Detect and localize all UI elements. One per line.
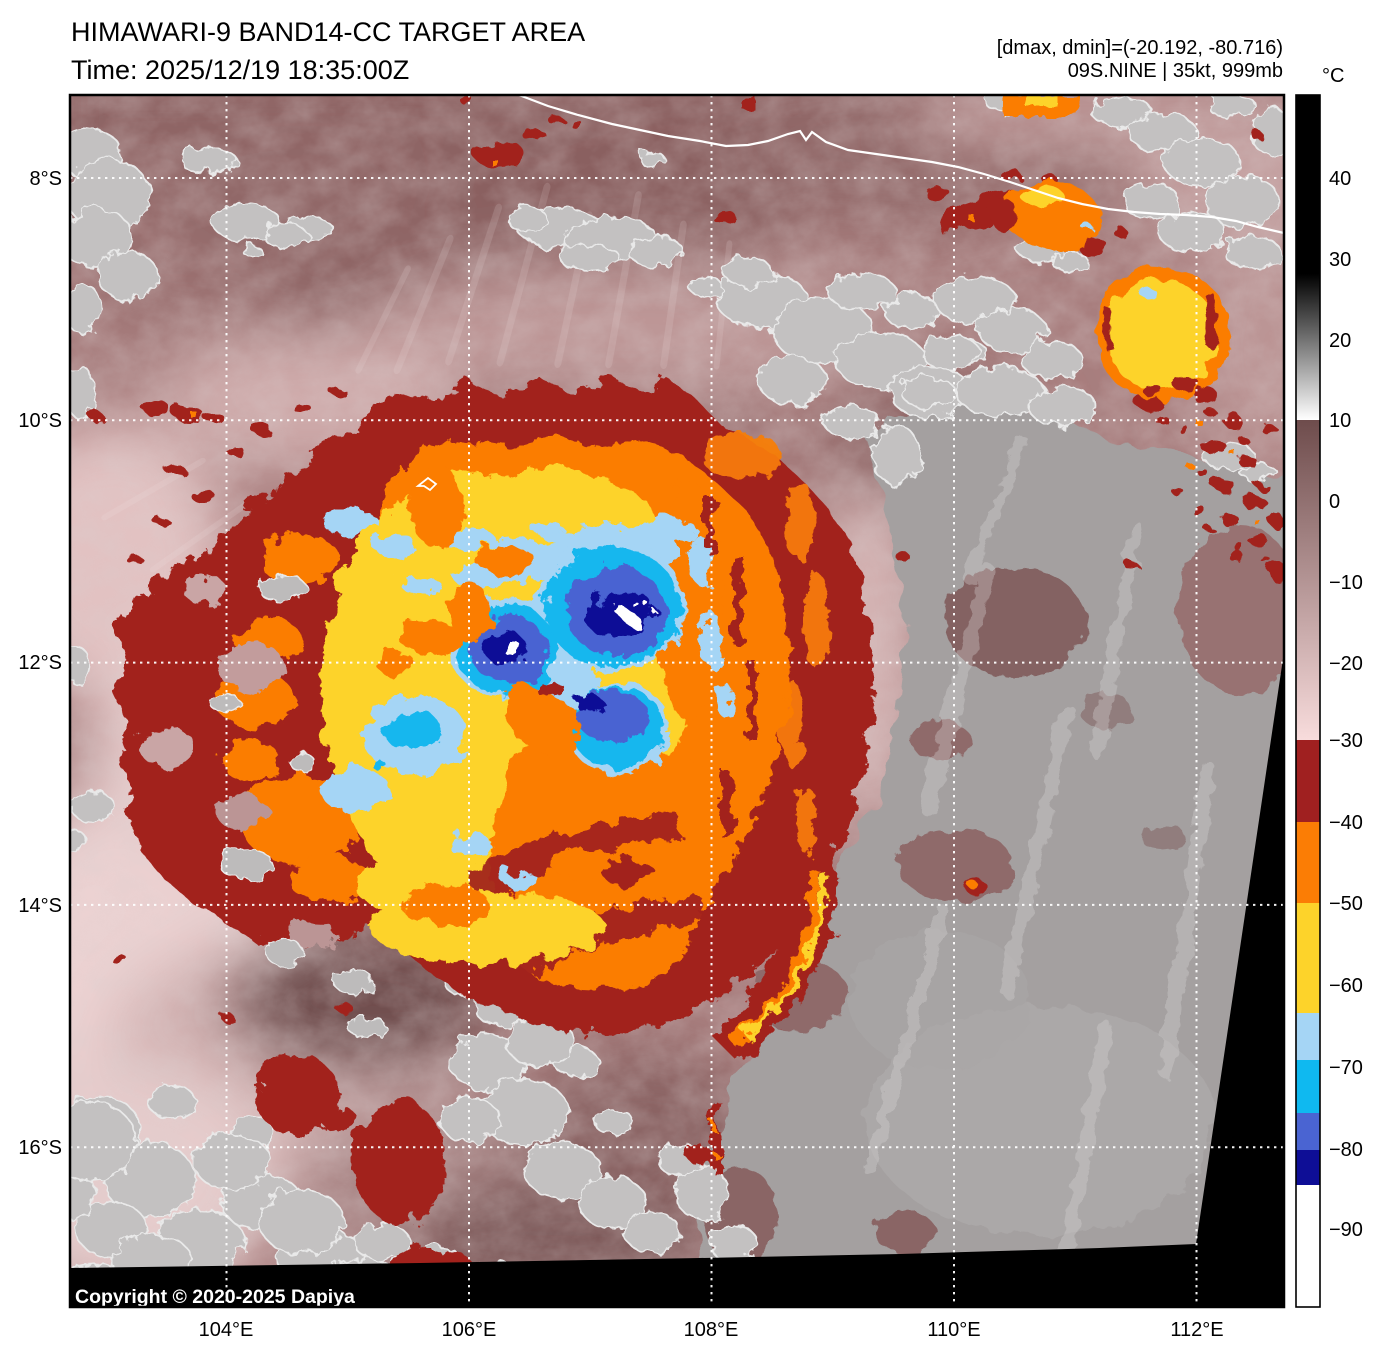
svg-text:12°S: 12°S bbox=[18, 652, 62, 674]
svg-text:−30: −30 bbox=[1329, 730, 1363, 752]
svg-text:10: 10 bbox=[1329, 410, 1351, 432]
svg-text:104°E: 104°E bbox=[199, 1319, 254, 1341]
svg-text:112°E: 112°E bbox=[1170, 1319, 1223, 1341]
svg-text:16°S: 16°S bbox=[18, 1137, 62, 1159]
svg-text:°C: °C bbox=[1322, 65, 1344, 87]
svg-text:14°S: 14°S bbox=[18, 895, 62, 917]
svg-text:−90: −90 bbox=[1329, 1219, 1363, 1241]
svg-text:−20: −20 bbox=[1329, 653, 1363, 675]
svg-text:20: 20 bbox=[1329, 330, 1351, 352]
svg-text:−50: −50 bbox=[1329, 893, 1363, 915]
svg-text:09S.NINE | 35kt, 999mb: 09S.NINE | 35kt, 999mb bbox=[1068, 60, 1283, 82]
svg-text:−70: −70 bbox=[1329, 1057, 1363, 1079]
svg-text:Time: 2025/12/19 18:35:00Z: Time: 2025/12/19 18:35:00Z bbox=[71, 55, 409, 85]
svg-text:Copyright © 2020-2025 Dapiya: Copyright © 2020-2025 Dapiya bbox=[75, 1286, 355, 1308]
svg-text:HIMAWARI-9 BAND14-CC TARGET AR: HIMAWARI-9 BAND14-CC TARGET AREA bbox=[71, 17, 585, 47]
svg-text:−10: −10 bbox=[1329, 572, 1363, 594]
svg-text:−80: −80 bbox=[1329, 1139, 1363, 1161]
svg-text:10°S: 10°S bbox=[18, 410, 62, 432]
svg-text:0: 0 bbox=[1329, 491, 1340, 513]
svg-text:[dmax, dmin]=(-20.192, -80.716: [dmax, dmin]=(-20.192, -80.716) bbox=[997, 37, 1283, 59]
svg-text:40: 40 bbox=[1329, 168, 1351, 190]
svg-text:−60: −60 bbox=[1329, 975, 1363, 997]
svg-text:106°E: 106°E bbox=[442, 1319, 497, 1341]
svg-text:30: 30 bbox=[1329, 249, 1351, 271]
svg-text:110°E: 110°E bbox=[927, 1319, 980, 1341]
svg-text:108°E: 108°E bbox=[684, 1319, 739, 1341]
svg-text:−40: −40 bbox=[1329, 812, 1363, 834]
svg-text:8°S: 8°S bbox=[30, 168, 62, 190]
